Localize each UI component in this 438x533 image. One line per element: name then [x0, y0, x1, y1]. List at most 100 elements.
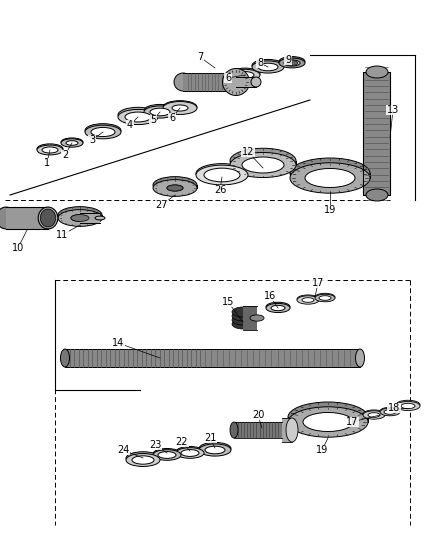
- Ellipse shape: [153, 180, 197, 196]
- Text: 17: 17: [312, 278, 324, 288]
- Circle shape: [50, 213, 55, 217]
- Ellipse shape: [232, 319, 254, 329]
- Ellipse shape: [290, 158, 370, 188]
- Text: 2: 2: [62, 150, 68, 160]
- Ellipse shape: [71, 215, 89, 221]
- Ellipse shape: [230, 148, 296, 173]
- Ellipse shape: [132, 456, 154, 464]
- Text: 6: 6: [169, 113, 175, 123]
- Ellipse shape: [37, 145, 63, 155]
- Polygon shape: [183, 73, 236, 91]
- Text: 20: 20: [252, 410, 264, 420]
- Ellipse shape: [42, 147, 58, 153]
- Circle shape: [46, 222, 50, 227]
- Ellipse shape: [252, 61, 284, 73]
- Ellipse shape: [302, 298, 314, 302]
- Ellipse shape: [284, 59, 300, 64]
- Text: 5: 5: [150, 115, 156, 125]
- Ellipse shape: [258, 62, 278, 69]
- Ellipse shape: [144, 104, 176, 117]
- Ellipse shape: [232, 311, 254, 321]
- Ellipse shape: [252, 59, 284, 71]
- Ellipse shape: [271, 305, 285, 311]
- Ellipse shape: [236, 70, 254, 77]
- Text: 16: 16: [264, 291, 276, 301]
- Ellipse shape: [232, 307, 254, 317]
- Polygon shape: [234, 422, 282, 438]
- Ellipse shape: [315, 294, 335, 302]
- Ellipse shape: [204, 167, 240, 180]
- Ellipse shape: [205, 446, 225, 454]
- Ellipse shape: [66, 141, 78, 146]
- Ellipse shape: [125, 110, 151, 120]
- Ellipse shape: [60, 349, 70, 367]
- Ellipse shape: [61, 139, 83, 147]
- Ellipse shape: [132, 454, 154, 463]
- Ellipse shape: [305, 168, 355, 188]
- Ellipse shape: [242, 153, 284, 169]
- Ellipse shape: [71, 212, 89, 219]
- Ellipse shape: [266, 302, 290, 311]
- Text: 19: 19: [324, 205, 336, 215]
- Ellipse shape: [368, 412, 380, 416]
- Ellipse shape: [230, 422, 238, 438]
- Ellipse shape: [163, 101, 197, 114]
- Ellipse shape: [196, 164, 248, 183]
- Ellipse shape: [319, 296, 331, 300]
- Circle shape: [46, 209, 50, 214]
- Ellipse shape: [363, 411, 385, 419]
- Text: 11: 11: [56, 230, 68, 240]
- Ellipse shape: [167, 185, 183, 191]
- Text: 3: 3: [89, 135, 95, 145]
- Ellipse shape: [288, 407, 368, 437]
- Text: 26: 26: [214, 185, 226, 195]
- Ellipse shape: [303, 413, 353, 432]
- Ellipse shape: [158, 450, 176, 457]
- Ellipse shape: [284, 60, 300, 66]
- Ellipse shape: [290, 163, 370, 193]
- Ellipse shape: [167, 185, 183, 191]
- Text: 4: 4: [127, 120, 133, 130]
- Ellipse shape: [91, 126, 115, 135]
- Ellipse shape: [266, 303, 290, 312]
- Ellipse shape: [66, 140, 78, 144]
- Ellipse shape: [356, 349, 364, 367]
- Ellipse shape: [368, 413, 380, 417]
- Ellipse shape: [250, 315, 264, 321]
- Ellipse shape: [204, 168, 240, 182]
- Ellipse shape: [153, 450, 181, 461]
- Text: 23: 23: [149, 440, 161, 450]
- Ellipse shape: [126, 454, 160, 466]
- Polygon shape: [65, 349, 360, 367]
- Text: 12: 12: [242, 147, 254, 157]
- Polygon shape: [363, 72, 390, 195]
- Ellipse shape: [401, 403, 415, 409]
- Ellipse shape: [230, 152, 296, 177]
- Text: 7: 7: [197, 52, 203, 62]
- Ellipse shape: [118, 109, 158, 125]
- Text: 24: 24: [117, 445, 129, 455]
- Ellipse shape: [223, 69, 250, 95]
- Circle shape: [41, 213, 46, 217]
- Ellipse shape: [384, 409, 396, 414]
- Circle shape: [50, 219, 55, 223]
- Ellipse shape: [279, 56, 305, 67]
- Text: 1: 1: [44, 158, 50, 168]
- Ellipse shape: [196, 165, 248, 185]
- Polygon shape: [6, 207, 48, 229]
- Ellipse shape: [380, 408, 400, 416]
- Ellipse shape: [58, 207, 102, 223]
- Ellipse shape: [91, 127, 115, 136]
- Text: 21: 21: [204, 433, 216, 443]
- Ellipse shape: [85, 125, 121, 139]
- Ellipse shape: [172, 104, 188, 110]
- Ellipse shape: [242, 157, 284, 173]
- Ellipse shape: [181, 448, 199, 455]
- Ellipse shape: [199, 442, 231, 455]
- Ellipse shape: [38, 207, 58, 229]
- Ellipse shape: [302, 297, 314, 301]
- Ellipse shape: [205, 445, 225, 453]
- Text: 22: 22: [176, 437, 188, 447]
- Text: 27: 27: [156, 200, 168, 210]
- Ellipse shape: [153, 176, 197, 193]
